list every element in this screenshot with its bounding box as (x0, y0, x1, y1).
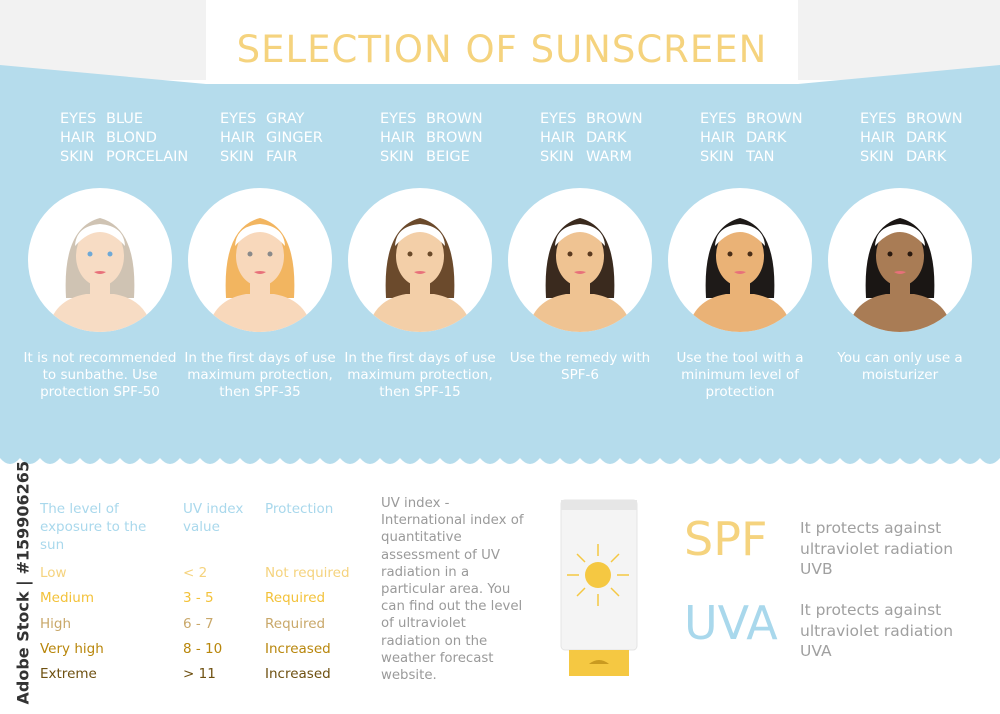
skin-value: FAIR (266, 149, 298, 165)
skin-label: SKIN (380, 149, 414, 165)
attributes: EYES BROWN HAIR DARK SKIN WARM (540, 110, 660, 167)
recommendation-text: It is not recommended to sunbathe. Use p… (23, 350, 177, 400)
header-protection: Protection (265, 501, 334, 517)
sun-icon (567, 544, 629, 606)
hair-label: HAIR (540, 130, 576, 146)
face-portrait-icon (668, 188, 812, 332)
skin-label: SKIN (700, 149, 734, 165)
skin-label: SKIN (220, 149, 254, 165)
eyes-label: EYES (380, 111, 417, 127)
attributes: EYES BLUE HAIR BLOND SKIN PORCELAIN (60, 110, 188, 167)
header-uv: UV index value (183, 501, 244, 535)
header-level: The level of exposure to the sun (40, 501, 147, 553)
hair-value: GINGER (266, 130, 323, 146)
hair-label: HAIR (60, 130, 96, 146)
table-cell-level: High (40, 615, 72, 632)
table-cell-protection: Not required (265, 565, 350, 581)
eyes-value: BROWN (586, 111, 643, 127)
skin-value: WARM (586, 149, 633, 165)
table-cell-uv: 3 - 5 (183, 590, 214, 607)
hair-label: HAIR (860, 130, 896, 146)
skin-type-column: EYES GRAY HAIR GINGER SKIN FAIR In the firs… (180, 110, 340, 400)
eyes-label: EYES (540, 111, 577, 127)
spf-label: SPF (684, 512, 768, 566)
table-cell-uv: 6 - 7 (183, 615, 214, 632)
eyes-label: EYES (700, 111, 737, 127)
face-portrait-icon (188, 188, 332, 332)
skin-value: PORCELAIN (106, 149, 189, 165)
recommendation-text: You can only use a moisturizer (837, 350, 963, 383)
face-portrait-icon (828, 188, 972, 332)
attributes: EYES BROWN HAIR DARK SKIN DARK (860, 110, 980, 167)
face-portrait-icon (348, 188, 492, 332)
skin-label: SKIN (60, 149, 94, 165)
table-cell-uv: < 2 (183, 565, 208, 581)
skin-type-column: EYES BROWN HAIR DARK SKIN WARM Use the reme… (500, 110, 660, 383)
blue-band (0, 65, 1000, 464)
hair-value: DARK (906, 130, 947, 146)
recommendation-text: Use the remedy with SPF-6 (509, 350, 651, 383)
recommendation-text: Use the tool with a minimum level of pro… (676, 350, 804, 400)
table-cell-protection: Required (265, 590, 326, 607)
page-title: SELECTION OF SUNSCREEN (206, 0, 798, 84)
attributes: EYES GRAY HAIR GINGER SKIN FAIR (220, 110, 340, 167)
hair-label: HAIR (220, 130, 256, 146)
eyes-value: BLUE (106, 111, 144, 127)
table-cell-level: Medium (40, 590, 94, 607)
hair-value: DARK (586, 130, 627, 146)
attributes: EYES BROWN HAIR DARK SKIN TAN (700, 110, 820, 167)
attributes: EYES BROWN HAIR BROWN SKIN BEIGE (380, 110, 500, 167)
hair-label: HAIR (380, 130, 416, 146)
eyes-value: BROWN (426, 111, 483, 127)
table-cell-protection: Increased (265, 666, 331, 683)
eyes-value: BROWN (746, 111, 803, 127)
table-cell-uv: 8 - 10 (183, 640, 223, 657)
skin-label: SKIN (860, 149, 894, 165)
uv-index-info: UV index - International index of quanti… (381, 496, 524, 684)
skin-value: DARK (906, 149, 947, 165)
hair-label: HAIR (700, 130, 736, 146)
skin-label: SKIN (540, 149, 574, 165)
skin-type-column: EYES BROWN HAIR DARK SKIN DARK You can only… (820, 110, 980, 383)
spf-description: It protects against ultraviolet radiatio… (800, 519, 954, 578)
table-cell-protection: Increased (265, 640, 331, 657)
eyes-label: EYES (220, 111, 257, 127)
table-cell-uv: > 11 (183, 666, 216, 683)
skin-value: TAN (746, 149, 775, 165)
hair-value: BROWN (426, 130, 483, 146)
eyes-label: EYES (860, 111, 897, 127)
eyes-value: GRAY (266, 111, 305, 127)
table-cell-level: Extreme (40, 666, 97, 683)
sunscreen-tube-icon (560, 499, 638, 676)
skin-type-column: EYES BLUE HAIR BLOND SKIN PORCELAIN It is n… (20, 110, 189, 400)
face-portrait-icon (28, 188, 172, 332)
face-portrait-icon (508, 188, 652, 332)
table-cell-protection: Required (265, 615, 326, 632)
skin-value: BEIGE (426, 149, 470, 165)
recommendation-text: In the first days of use maximum protect… (184, 350, 336, 400)
uva-label: UVA (684, 596, 778, 650)
table-cell-level: Low (40, 565, 67, 581)
hair-value: DARK (746, 130, 787, 146)
recommendation-text: In the first days of use maximum protect… (344, 350, 496, 400)
skin-type-column: EYES BROWN HAIR BROWN SKIN BEIGE In the fir… (340, 110, 500, 400)
eyes-label: EYES (60, 111, 97, 127)
eyes-value: BROWN (906, 111, 963, 127)
uva-description: It protects against ultraviolet radiatio… (800, 601, 954, 660)
table-cell-level: Very high (40, 640, 104, 657)
skin-type-column: EYES BROWN HAIR DARK SKIN TAN Use the tool … (660, 110, 820, 400)
hair-value: BLOND (106, 130, 157, 146)
watermark: Adobe Stock | #159906265 (13, 460, 33, 705)
